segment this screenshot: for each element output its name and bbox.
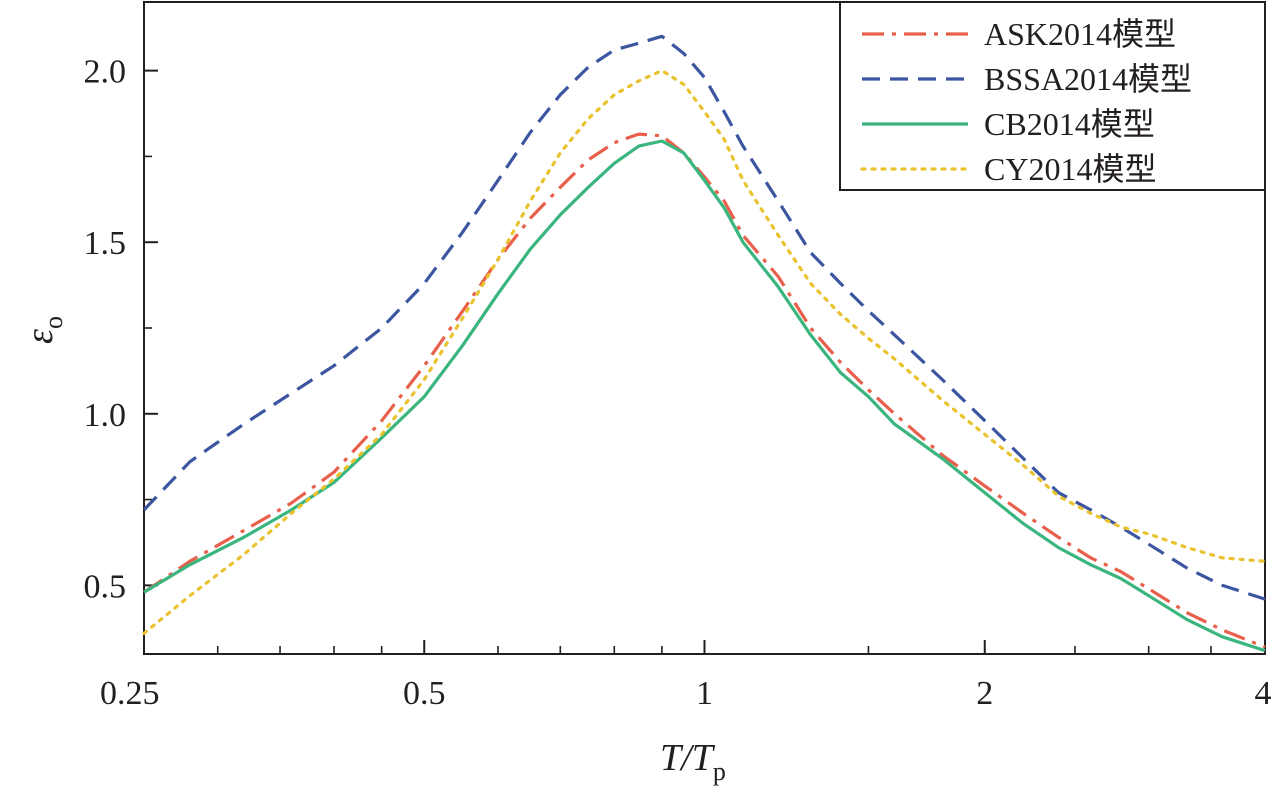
y-tick-label: 2.0 (84, 54, 127, 91)
legend-label: CB2014模型 (984, 106, 1155, 142)
legend-label: CY2014模型 (984, 151, 1156, 187)
series-layer (142, 34, 1267, 653)
y-tick-label: 1.5 (84, 225, 127, 262)
x-tick-label: 4 (1255, 675, 1272, 712)
legend: ASK2014模型 BSSA2014模型 CB2014模型 CY2014模型 (839, 1, 1266, 191)
series-line-3 (143, 139, 1266, 653)
x-axis-title: T/Tp (660, 737, 726, 786)
x-tick-label: 2 (976, 675, 993, 712)
x-tick-label: 0.5 (403, 675, 446, 712)
series-line-2 (142, 34, 1266, 601)
x-tick-label: 0.25 (100, 675, 160, 712)
y-tick-label: 0.5 (84, 568, 127, 605)
svg-text:εo: εo (19, 316, 68, 344)
series-line-4 (142, 69, 1267, 635)
axis-ticks (143, 69, 1266, 654)
legend-label: ASK2014模型 (984, 16, 1176, 52)
y-tick-label: 1.0 (84, 397, 127, 434)
x-tick-label: 1 (696, 675, 713, 712)
tick-labels: 0.25 0.5 1 2 4 0.5 1.0 1.5 2.0 (84, 54, 1272, 712)
y-axis-title: εo (19, 316, 68, 344)
legend-label: BSSA2014模型 (984, 61, 1192, 97)
series-line-1 (143, 132, 1266, 649)
